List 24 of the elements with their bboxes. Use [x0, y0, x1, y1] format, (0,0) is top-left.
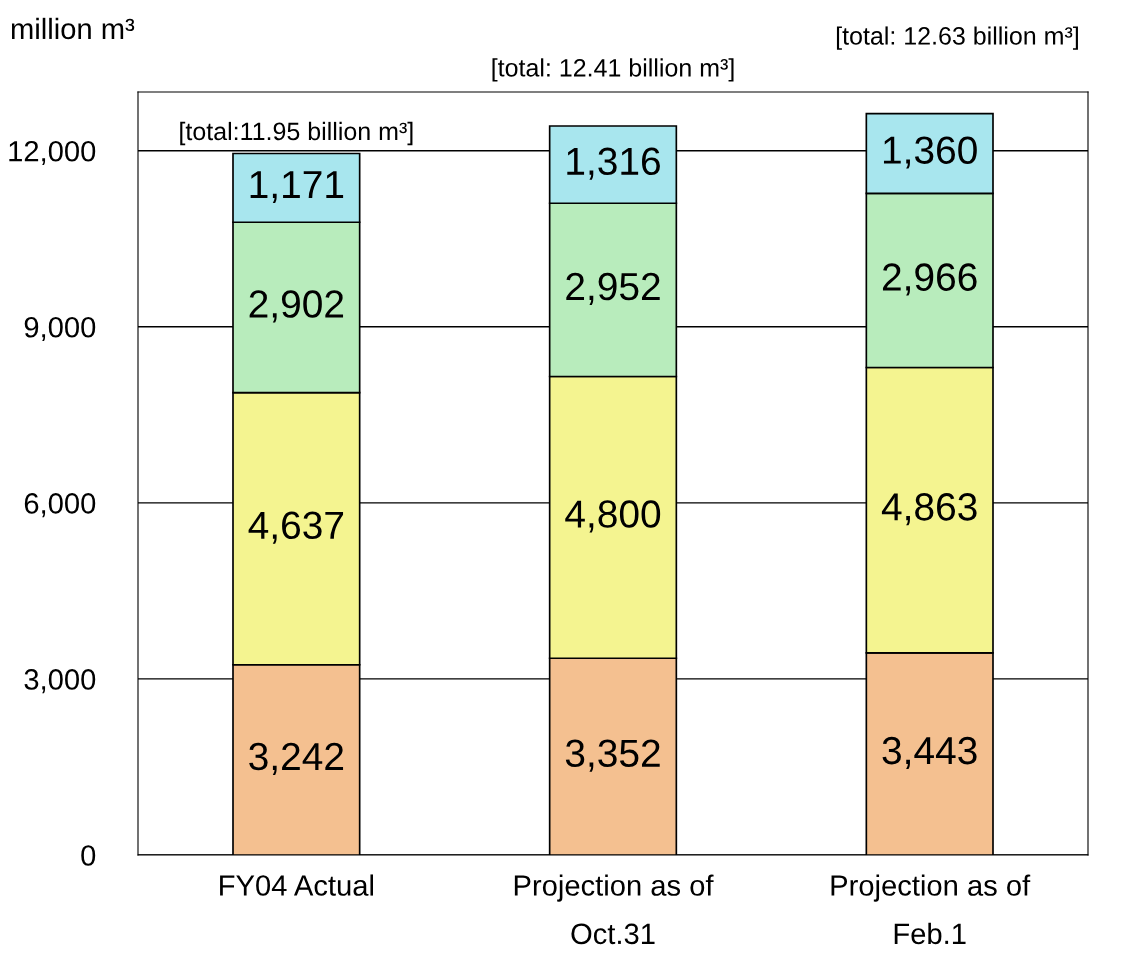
x-tick-label: Projection as of Feb.1	[831, 874, 1031, 945]
data-label: 3,352	[565, 739, 660, 772]
y-tick-label: 0	[81, 845, 96, 866]
y-axis-title: million m³	[11, 17, 135, 40]
x-tick-label: Projection as of Oct.31	[514, 874, 714, 945]
total-label: [total: 12.63 billion m³]	[836, 26, 1078, 50]
total-label: [total: 12.41 billion m³]	[492, 58, 734, 82]
data-label: 3,242	[249, 742, 344, 775]
y-tick-label: 12,000	[9, 140, 96, 165]
data-label: 1,316	[567, 147, 660, 180]
data-label: 4,637	[248, 511, 344, 544]
data-label: 1,171	[250, 171, 344, 203]
data-label: 4,800	[565, 500, 661, 533]
data-label: 2,966	[882, 263, 977, 296]
data-label: 1,360	[883, 136, 977, 169]
y-tick-label: 6,000	[24, 493, 96, 518]
data-label: 2,902	[249, 290, 344, 323]
y-tick-label: 3,000	[24, 669, 96, 694]
x-tick-label: FY04 Actual	[220, 874, 374, 896]
total-label: [total:11.95 billion m³]	[180, 121, 413, 146]
y-tick-label: 9,000	[24, 316, 96, 342]
data-label: 2,952	[566, 272, 660, 305]
data-label: 3,443	[882, 736, 977, 769]
data-label: 4,863	[881, 493, 977, 526]
